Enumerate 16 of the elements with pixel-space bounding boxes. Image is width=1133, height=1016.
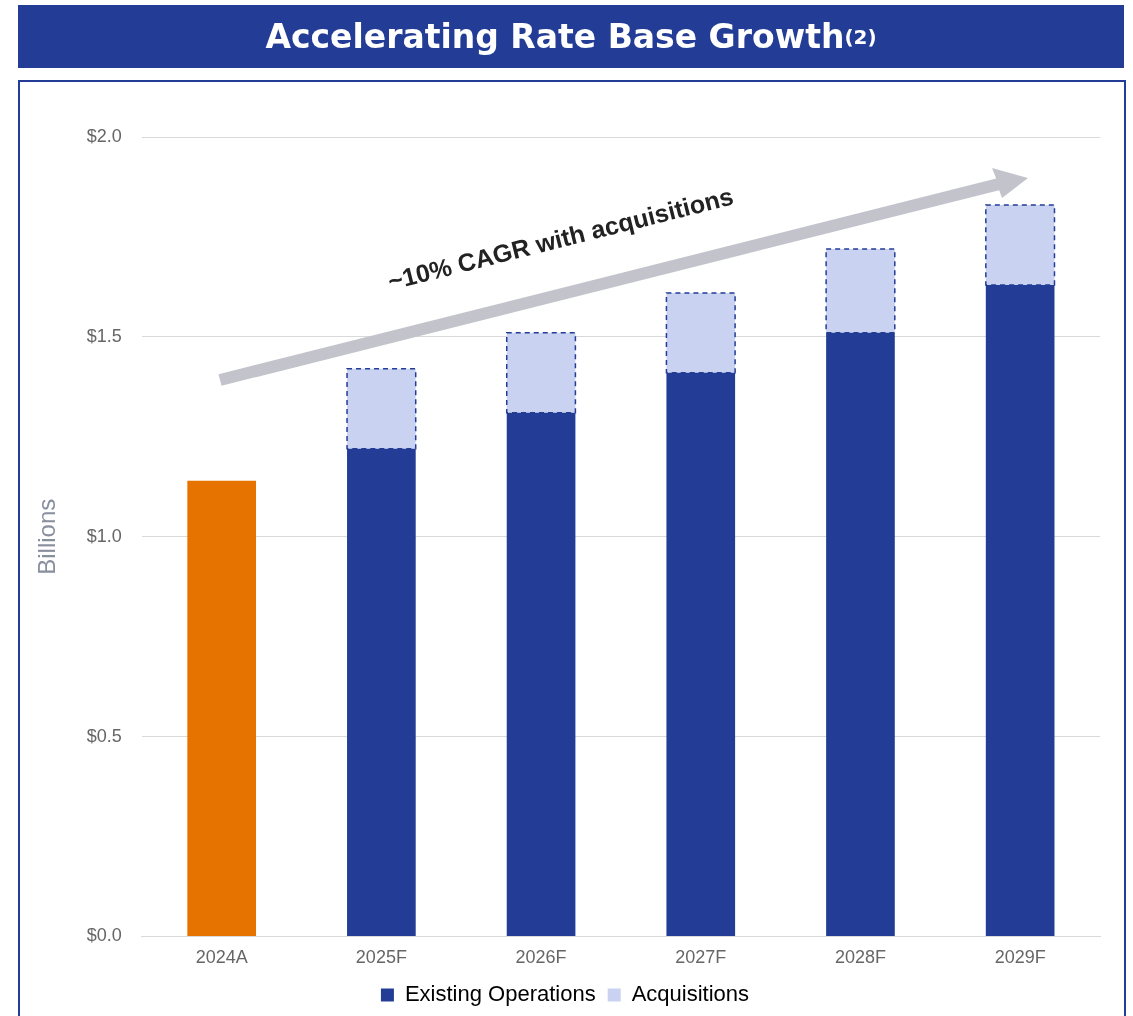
chart-title: Accelerating Rate Base Growth$^{(2)}$	[18, 5, 1124, 68]
legend-label: Existing Operations	[404, 981, 596, 1007]
y-axis-title: Billions	[33, 498, 61, 575]
bar	[187, 480, 257, 936]
legend-label: Acquisitions	[631, 981, 750, 1007]
y-tick-label: $0.5	[86, 725, 122, 746]
x-tick-label: 2024A	[195, 947, 248, 968]
x-tick-label: 2026F	[515, 947, 567, 968]
y-tick-label: $1.5	[86, 325, 122, 346]
y-tick-label: $1.0	[86, 525, 122, 546]
x-tick-label: 2025F	[355, 947, 407, 968]
y-tick-label: $0.0	[86, 925, 122, 946]
x-tick-label: 2027F	[675, 947, 727, 968]
y-tick-label: $2.0	[86, 125, 122, 146]
x-tick-label: 2028F	[834, 947, 886, 968]
x-tick-label: 2029F	[994, 947, 1046, 968]
